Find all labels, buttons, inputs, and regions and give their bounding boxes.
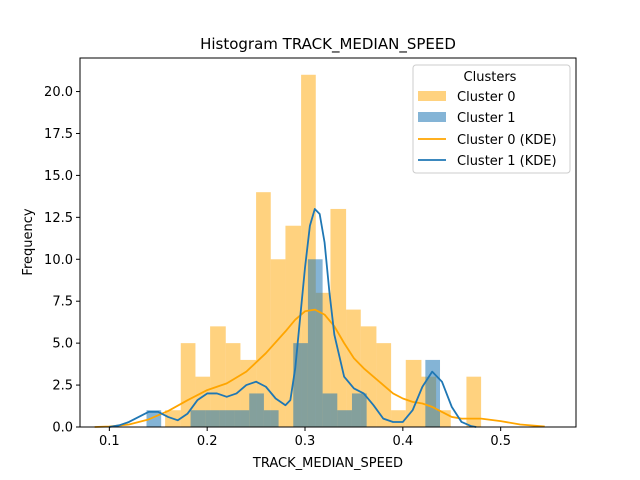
x-axis-label: TRACK_MEDIAN_SPEED [252,456,403,471]
legend-title: Clusters [464,70,517,85]
y-tick-label: 5.0 [52,337,73,352]
x-axis-ticks: 0.1 0.2 0.3 0.4 0.5 [99,427,511,449]
cluster-1-bar-5 [219,410,235,427]
cluster-1-bar-7 [249,393,264,427]
x-tick-label: 0.1 [99,434,120,449]
cluster-0-bar-15 [391,410,406,427]
plot-frame [79,57,577,428]
legend-box [412,64,571,174]
y-axis-label: Frequency [21,208,36,275]
cluster-1-bar-19 [425,359,441,427]
x-tick-label: 0.3 [295,434,316,449]
y-tick-label: 0.0 [52,421,73,436]
cluster-0-bar-20 [466,376,482,427]
cluster-1-bar-8 [263,410,279,427]
cluster-0-bar-4 [225,343,241,427]
cluster-0-bar-7 [270,259,286,427]
cluster-1-bars [146,259,441,427]
cluster-1-bar-0 [146,410,162,427]
cluster-1-bar-3 [190,410,206,427]
cluster-0-bar-3 [210,326,226,427]
cluster-0-bar-6 [256,192,271,427]
y-tick-label: 17.5 [44,127,73,142]
cluster-0-bar-1 [180,343,196,427]
cluster-1-kde-line [109,208,477,428]
chart-title: Histogram TRACK_MEDIAN_SPEED [200,35,456,54]
y-tick-label: 7.5 [52,295,73,310]
cluster-0-kde-line [94,308,545,428]
y-tick-label: 10.0 [44,253,73,268]
legend-label-cluster-1-kde: Cluster 1 (KDE) [457,154,557,169]
cluster-1-bar-4 [205,410,220,427]
y-tick-label: 12.5 [44,211,73,226]
cluster-1-bar-13 [337,410,352,427]
x-tick-label: 0.2 [197,434,218,449]
y-tick-label: 15.0 [44,169,73,184]
legend-swatch-cluster-0 [418,91,446,101]
y-tick-label: 20.0 [44,85,73,100]
cluster-0-bar-11 [330,208,347,427]
x-tick-label: 0.4 [392,434,413,449]
y-tick-label: 2.5 [52,379,73,394]
cluster-0-bar-16 [405,359,422,427]
cluster-1-bar-10 [293,343,308,427]
legend-label-cluster-1: Cluster 1 [457,111,516,126]
legend-label-cluster-0: Cluster 0 [457,90,516,105]
legend-swatch-cluster-1 [418,112,446,122]
y-axis-ticks: 0.0 2.5 5.0 7.5 10.0 12.5 15.0 17.5 20.0 [44,85,80,436]
cluster-1-bar-14 [351,393,367,427]
cluster-1-bar-12 [322,393,338,427]
cluster-1-bar-6 [234,410,250,427]
kde-lines [94,208,545,428]
x-tick-label: 0.5 [490,434,511,449]
cluster-1-bar-11 [307,259,323,427]
legend-label-cluster-0-kde: Cluster 0 (KDE) [457,133,557,148]
legend: Clusters Cluster 0 Cluster 1 Cluster 0 (… [412,64,571,174]
